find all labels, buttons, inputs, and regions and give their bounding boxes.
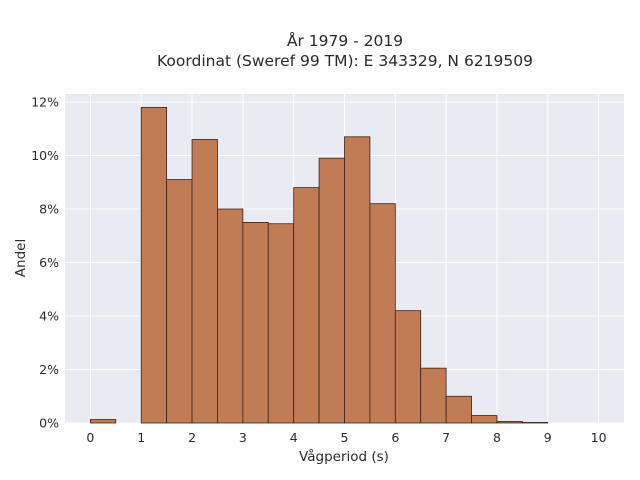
bars	[90, 106, 549, 424]
histogram-bar	[166, 179, 193, 424]
y-tick-label: 4%	[39, 309, 59, 324]
x-tick-label: 9	[544, 430, 552, 445]
y-axis-label: Andel	[13, 239, 29, 277]
x-tick-label: 1	[137, 430, 145, 445]
histogram-bar	[420, 367, 447, 424]
y-tick-label: 0%	[39, 416, 59, 431]
x-tick-label: 5	[341, 430, 349, 445]
histogram-bar	[191, 139, 218, 424]
histogram-bar	[521, 422, 549, 424]
histogram-bar	[318, 157, 345, 424]
x-tick-label: 7	[442, 430, 450, 445]
y-tick-label: 2%	[39, 362, 59, 377]
chart-title-line2: Koordinat (Sweref 99 TM): E 343329, N 62…	[157, 52, 533, 70]
x-tick-label: 2	[188, 430, 196, 445]
histogram-bar	[267, 223, 295, 424]
x-tick-label: 3	[239, 430, 247, 445]
histogram-bar	[293, 187, 320, 424]
x-axis-ticks: 0 1 2 3 4 5 6 7 8 9 10	[86, 430, 606, 445]
histogram-bar	[394, 310, 422, 424]
x-tick-label: 10	[591, 430, 607, 445]
x-tick-label: 6	[391, 430, 399, 445]
y-tick-label: 12%	[31, 95, 59, 110]
histogram-bar	[344, 136, 371, 424]
y-axis-ticks: 0% 2% 4% 6% 8% 10% 12%	[31, 95, 59, 431]
histogram-bar	[369, 203, 396, 424]
y-tick-label: 10%	[31, 148, 59, 163]
x-tick-label: 4	[290, 430, 298, 445]
x-axis-label: Vågperiod (s)	[299, 448, 389, 465]
x-tick-label: 0	[86, 430, 94, 445]
histogram-bar	[217, 208, 244, 424]
y-tick-label: 6%	[39, 255, 59, 270]
chart-title-line1: År 1979 - 2019	[287, 31, 403, 50]
histogram-bar	[471, 415, 498, 424]
histogram-bar	[496, 420, 523, 424]
histogram-bar	[90, 419, 117, 424]
x-tick-label: 8	[493, 430, 501, 445]
histogram-bar	[445, 395, 472, 424]
histogram-bar	[242, 221, 269, 424]
y-tick-label: 8%	[39, 202, 59, 217]
histogram-bar	[140, 106, 168, 424]
